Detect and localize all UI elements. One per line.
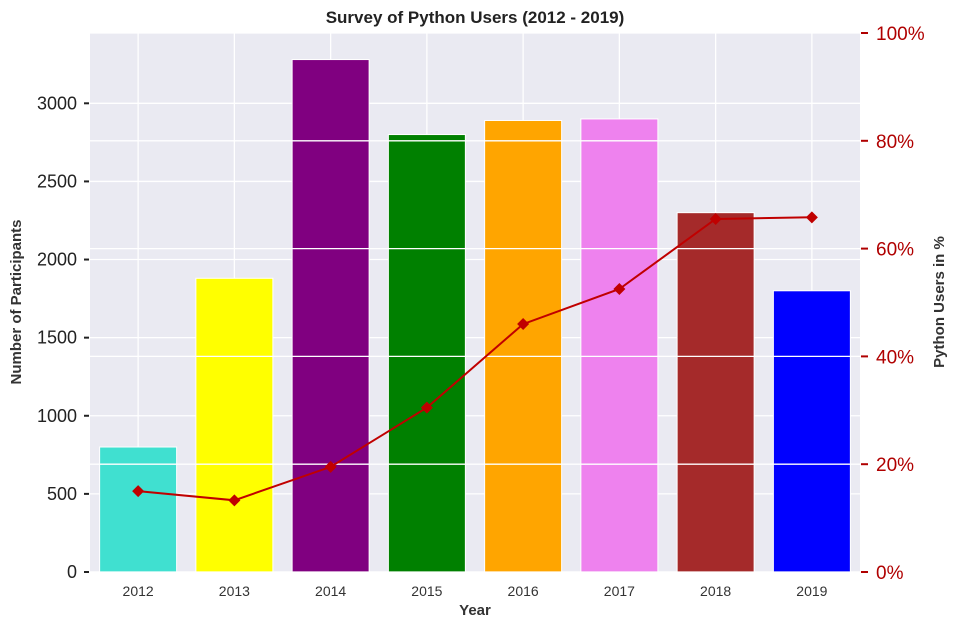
- bars-group: [99, 59, 851, 573]
- y2-tick-label: 100%: [876, 24, 925, 45]
- y2-tick-label: 60%: [876, 240, 914, 261]
- x-tick-label: 2017: [604, 583, 635, 599]
- bar-2014: [291, 59, 370, 573]
- y-tick-label: 0: [67, 562, 77, 582]
- point-2012: [132, 485, 145, 498]
- x-tick-label: 2013: [219, 583, 250, 599]
- x-tick-label: 2014: [315, 583, 346, 599]
- y-axis-label: Number of Participants: [8, 219, 25, 384]
- bar-2012: [99, 446, 178, 573]
- x-tick-label: 2015: [411, 583, 442, 599]
- y-tick-label: 2500: [37, 171, 77, 191]
- point-2015: [420, 401, 433, 414]
- percent-line: [138, 216, 812, 502]
- point-2019: [805, 211, 818, 224]
- point-2013: [228, 494, 241, 507]
- ticks-group: 0 500 1000 1500 2000 2500 3000 2012 2013 2014 2015…: [37, 24, 925, 599]
- y-tick-label: 1000: [37, 406, 77, 426]
- right-grid-lines: [90, 32, 860, 573]
- x-tick-label: 2016: [508, 583, 539, 599]
- y-tick-label: 1500: [37, 328, 77, 348]
- y2-tick-label: 20%: [876, 455, 914, 476]
- point-2014: [324, 460, 337, 473]
- bar-2017: [580, 118, 659, 573]
- point-2017: [613, 283, 626, 296]
- chart-title: Survey of Python Users (2012 - 2019): [326, 8, 625, 27]
- x-tick-label: 2018: [700, 583, 731, 599]
- x-tick-label: 2012: [123, 583, 154, 599]
- bar-2019: [772, 290, 851, 573]
- x-tick-label: 2019: [796, 583, 827, 599]
- y-tick-label: 500: [47, 484, 77, 504]
- point-2016: [517, 318, 530, 331]
- y-tick-label: 3000: [37, 93, 77, 113]
- y2-axis-label: Python Users in %: [931, 236, 948, 368]
- bar-2013: [195, 277, 274, 573]
- x-axis-label: Year: [459, 602, 491, 619]
- bar-2018: [676, 212, 755, 573]
- y2-tick-label: 0%: [876, 563, 904, 584]
- y-tick-label: 2000: [37, 250, 77, 270]
- y2-tick-label: 40%: [876, 347, 914, 368]
- y2-tick-label: 80%: [876, 132, 914, 153]
- point-2018: [709, 212, 722, 225]
- percent-line-group: [132, 211, 818, 507]
- bar-2015: [387, 134, 466, 573]
- bar-2016: [484, 119, 563, 573]
